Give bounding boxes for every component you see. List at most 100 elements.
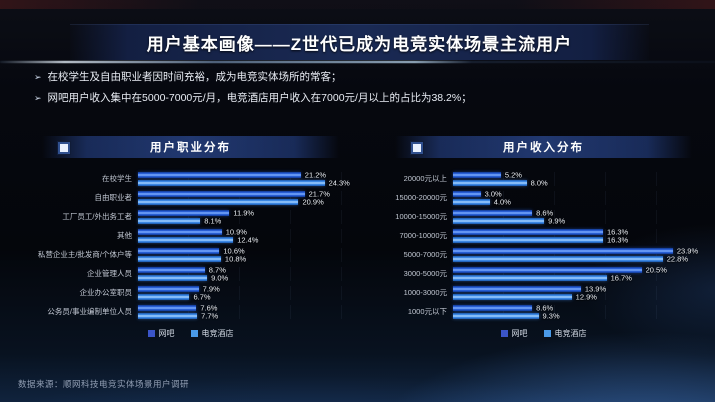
bar-group: 10.9% 12.4% xyxy=(138,227,353,244)
legend-swatch-icon xyxy=(500,330,508,337)
bar-track: 23.9% xyxy=(453,246,706,255)
bar-esports-hotel: 9.0% xyxy=(138,273,228,282)
page-title: 用户基本画像——Z世代已成为电竞实体场景主流用户 xyxy=(146,34,573,54)
income-chart-plot: 20000元以上 5.2% 8.0% 15000-20000元 3.0% 4.0% 1000… xyxy=(381,169,706,321)
bar-track: 10.8% xyxy=(138,254,353,263)
bar-esports-hotel: 16.3% xyxy=(453,235,628,244)
chart-row: 20000元以上 5.2% 8.0% xyxy=(381,169,706,188)
bar-wangba: 20.5% xyxy=(453,265,667,274)
bar-group: 21.2% 24.3% xyxy=(138,170,353,187)
value-label: 7.6% xyxy=(200,303,218,312)
value-label: 21.2% xyxy=(304,170,327,179)
category-label: 公务员/事业编制单位人员 xyxy=(47,306,132,316)
title-banner: 用户基本画像——Z世代已成为电竞实体场景主流用户 xyxy=(70,24,649,60)
chart-title: 用户职业分布 xyxy=(150,142,231,154)
bar-track: 21.7% xyxy=(138,189,353,198)
value-label: 12.9% xyxy=(575,292,597,301)
legend-label: 网吧 xyxy=(511,329,528,338)
category-label: 7000-10000元 xyxy=(399,230,447,240)
value-label: 20.5% xyxy=(645,265,667,274)
bar-track: 16.3% xyxy=(453,235,706,244)
bar-track: 11.9% xyxy=(138,208,353,217)
bar-group: 7.9% 6.7% xyxy=(138,284,353,301)
legend-label: 电竞酒店 xyxy=(554,329,587,338)
value-label: 4.0% xyxy=(493,197,511,206)
chart-row: 10000-15000元 8.6% 9.9% xyxy=(381,207,706,226)
bar-wangba: 5.2% xyxy=(453,170,522,179)
bar-track: 22.8% xyxy=(453,254,706,263)
value-label: 9.9% xyxy=(548,216,566,225)
bullet-item-1: ➢ 在校学生及自由职业者因时间充裕，成为电竞实体场所的常客； xyxy=(34,67,689,88)
legend-item: 网吧 xyxy=(147,328,175,339)
square-bullet-icon xyxy=(411,142,423,154)
value-label: 16.3% xyxy=(606,227,629,236)
value-label: 9.3% xyxy=(542,311,560,320)
legend-swatch-icon xyxy=(190,330,198,337)
bar-wangba: 21.7% xyxy=(138,189,330,198)
charts-area: 用户职业分布 在校学生 21.2% 24.3% 自由职业者 21.7% 20.9% 工厂员工… xyxy=(28,136,707,339)
legend-swatch-icon xyxy=(543,330,551,337)
bar-wangba: 10.9% xyxy=(138,227,247,236)
bar-wangba: 16.3% xyxy=(453,227,628,236)
legend-item: 电竞酒店 xyxy=(190,328,234,339)
bar-wangba: 13.9% xyxy=(453,284,606,293)
value-label: 6.7% xyxy=(193,292,211,301)
chart-title: 用户收入分布 xyxy=(503,142,584,154)
legend-item: 电竞酒店 xyxy=(543,328,587,339)
light-streak-divider xyxy=(0,61,715,63)
bar-track: 20.5% xyxy=(453,265,706,274)
category-label: 10000-15000元 xyxy=(395,211,447,221)
chart-row: 在校学生 21.2% 24.3% xyxy=(28,169,353,188)
bar-track: 13.9% xyxy=(453,284,706,293)
chart-row: 私营企业主/批发商/个体户等 10.6% 10.8% xyxy=(28,245,353,264)
bar-wangba: 23.9% xyxy=(453,246,698,255)
bar-group: 23.9% 22.8% xyxy=(453,246,706,263)
value-label: 12.4% xyxy=(237,235,259,244)
bar-track: 8.7% xyxy=(138,265,353,274)
value-label: 22.8% xyxy=(666,254,689,263)
chart-row: 7000-10000元 16.3% 16.3% xyxy=(381,226,706,245)
category-label: 工厂员工/外出务工者 xyxy=(62,211,132,221)
bar-esports-hotel: 16.7% xyxy=(453,273,632,282)
value-label: 3.0% xyxy=(484,189,502,198)
bar-track: 9.0% xyxy=(138,273,353,282)
legend-label: 电竞酒店 xyxy=(201,329,234,338)
value-label: 21.7% xyxy=(308,189,330,198)
bar-group: 20.5% 16.7% xyxy=(453,265,706,282)
bar-wangba: 10.6% xyxy=(138,246,245,255)
bar-esports-hotel: 22.8% xyxy=(453,254,688,263)
bar-group: 11.9% 8.1% xyxy=(138,208,353,225)
value-label: 10.9% xyxy=(225,227,247,236)
source-note: 数据来源：顺网科技电竞实体场景用户调研 xyxy=(18,379,190,389)
bar-track: 7.9% xyxy=(138,284,353,293)
key-points-list: ➢ 在校学生及自由职业者因时间充裕，成为电竞实体场所的常客； ➢ 网吧用户收入集… xyxy=(34,67,689,108)
category-label: 在校学生 xyxy=(102,173,132,183)
bar-track: 9.9% xyxy=(453,216,706,225)
category-label: 3000-5000元 xyxy=(403,268,447,278)
value-label: 8.6% xyxy=(536,208,554,217)
legend-swatch-icon xyxy=(147,330,155,337)
occupation-chart-header: 用户职业分布 xyxy=(42,136,339,158)
bar-track: 8.6% xyxy=(453,208,706,217)
arrow-bullet-icon: ➢ xyxy=(34,72,42,82)
bar-group: 8.6% 9.3% xyxy=(453,303,706,320)
bar-group: 5.2% 8.0% xyxy=(453,170,706,187)
bar-track: 3.0% xyxy=(453,189,706,198)
bar-track: 24.3% xyxy=(138,178,353,187)
category-label: 其他 xyxy=(117,230,132,240)
bar-track: 12.9% xyxy=(453,292,706,301)
category-label: 1000元以下 xyxy=(407,306,447,316)
bar-track: 9.3% xyxy=(453,311,706,320)
top-edge-glow xyxy=(0,0,715,9)
bar-group: 10.6% 10.8% xyxy=(138,246,353,263)
legend-item: 网吧 xyxy=(500,328,528,339)
bar-track: 6.7% xyxy=(138,292,353,301)
legend-label: 网吧 xyxy=(158,329,175,338)
category-label: 企业管理人员 xyxy=(87,268,132,278)
bar-esports-hotel: 6.7% xyxy=(138,292,211,301)
bar-track: 7.7% xyxy=(138,311,353,320)
bar-wangba: 7.9% xyxy=(138,284,220,293)
bar-track: 8.1% xyxy=(138,216,353,225)
chart-row: 自由职业者 21.7% 20.9% xyxy=(28,188,353,207)
chart-row: 企业办公室职员 7.9% 6.7% xyxy=(28,283,353,302)
